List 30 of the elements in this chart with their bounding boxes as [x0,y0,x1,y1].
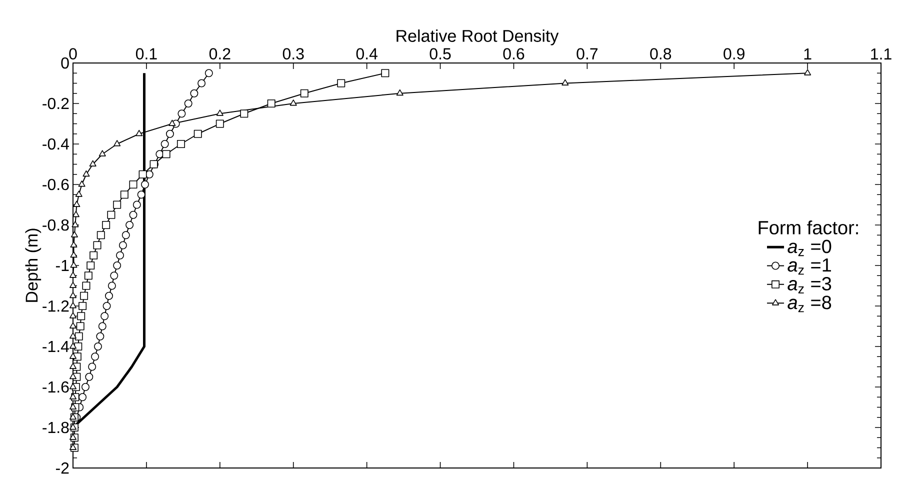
legend-label: a$_{z}$ =0 [788,240,832,256]
y-tick-label: -1.4 [42,340,70,352]
legend-title: Form factor: [758,220,858,234]
y-tick-label: -0.4 [42,138,70,150]
x-tick-label: 0.5 [430,48,451,60]
x-axis-title: Relative Root Density [396,29,559,46]
x-tick-label: 0.2 [209,48,230,60]
legend-label: a$_{z}$ =1 [788,258,831,275]
x-tick-label: 0.7 [576,48,598,60]
y-tick-label: -0.8 [42,219,69,231]
y-tick-label: -2 [56,462,69,474]
x-tick-label: 1.1 [871,48,892,60]
y-tick-label: -1.6 [42,381,69,393]
y-tick-label: -1.2 [42,300,69,312]
x-tick-label: 0.6 [503,48,524,60]
legend-label: a$_{z}$ =8 [788,296,832,312]
y-axis-title: Depth (m) [25,228,42,302]
x-tick-label: 0 [69,48,77,60]
legend-label: a$_{z}$ =3 [788,277,832,294]
y-tick-label: -1 [56,260,69,271]
x-tick-label: 0.1 [136,48,157,60]
y-tick-label: -1.8 [42,422,69,434]
x-tick-label: 0.4 [356,48,378,60]
y-tick-label: 0 [61,57,69,69]
x-tick-label: 0.9 [724,48,744,60]
x-tick-label: 0.8 [650,48,672,60]
y-tick-label: -0.6 [42,178,69,190]
x-tick-label: 0.3 [282,48,304,60]
x-tick-label: 1 [804,48,812,60]
y-tick-label: -0.2 [42,98,69,110]
